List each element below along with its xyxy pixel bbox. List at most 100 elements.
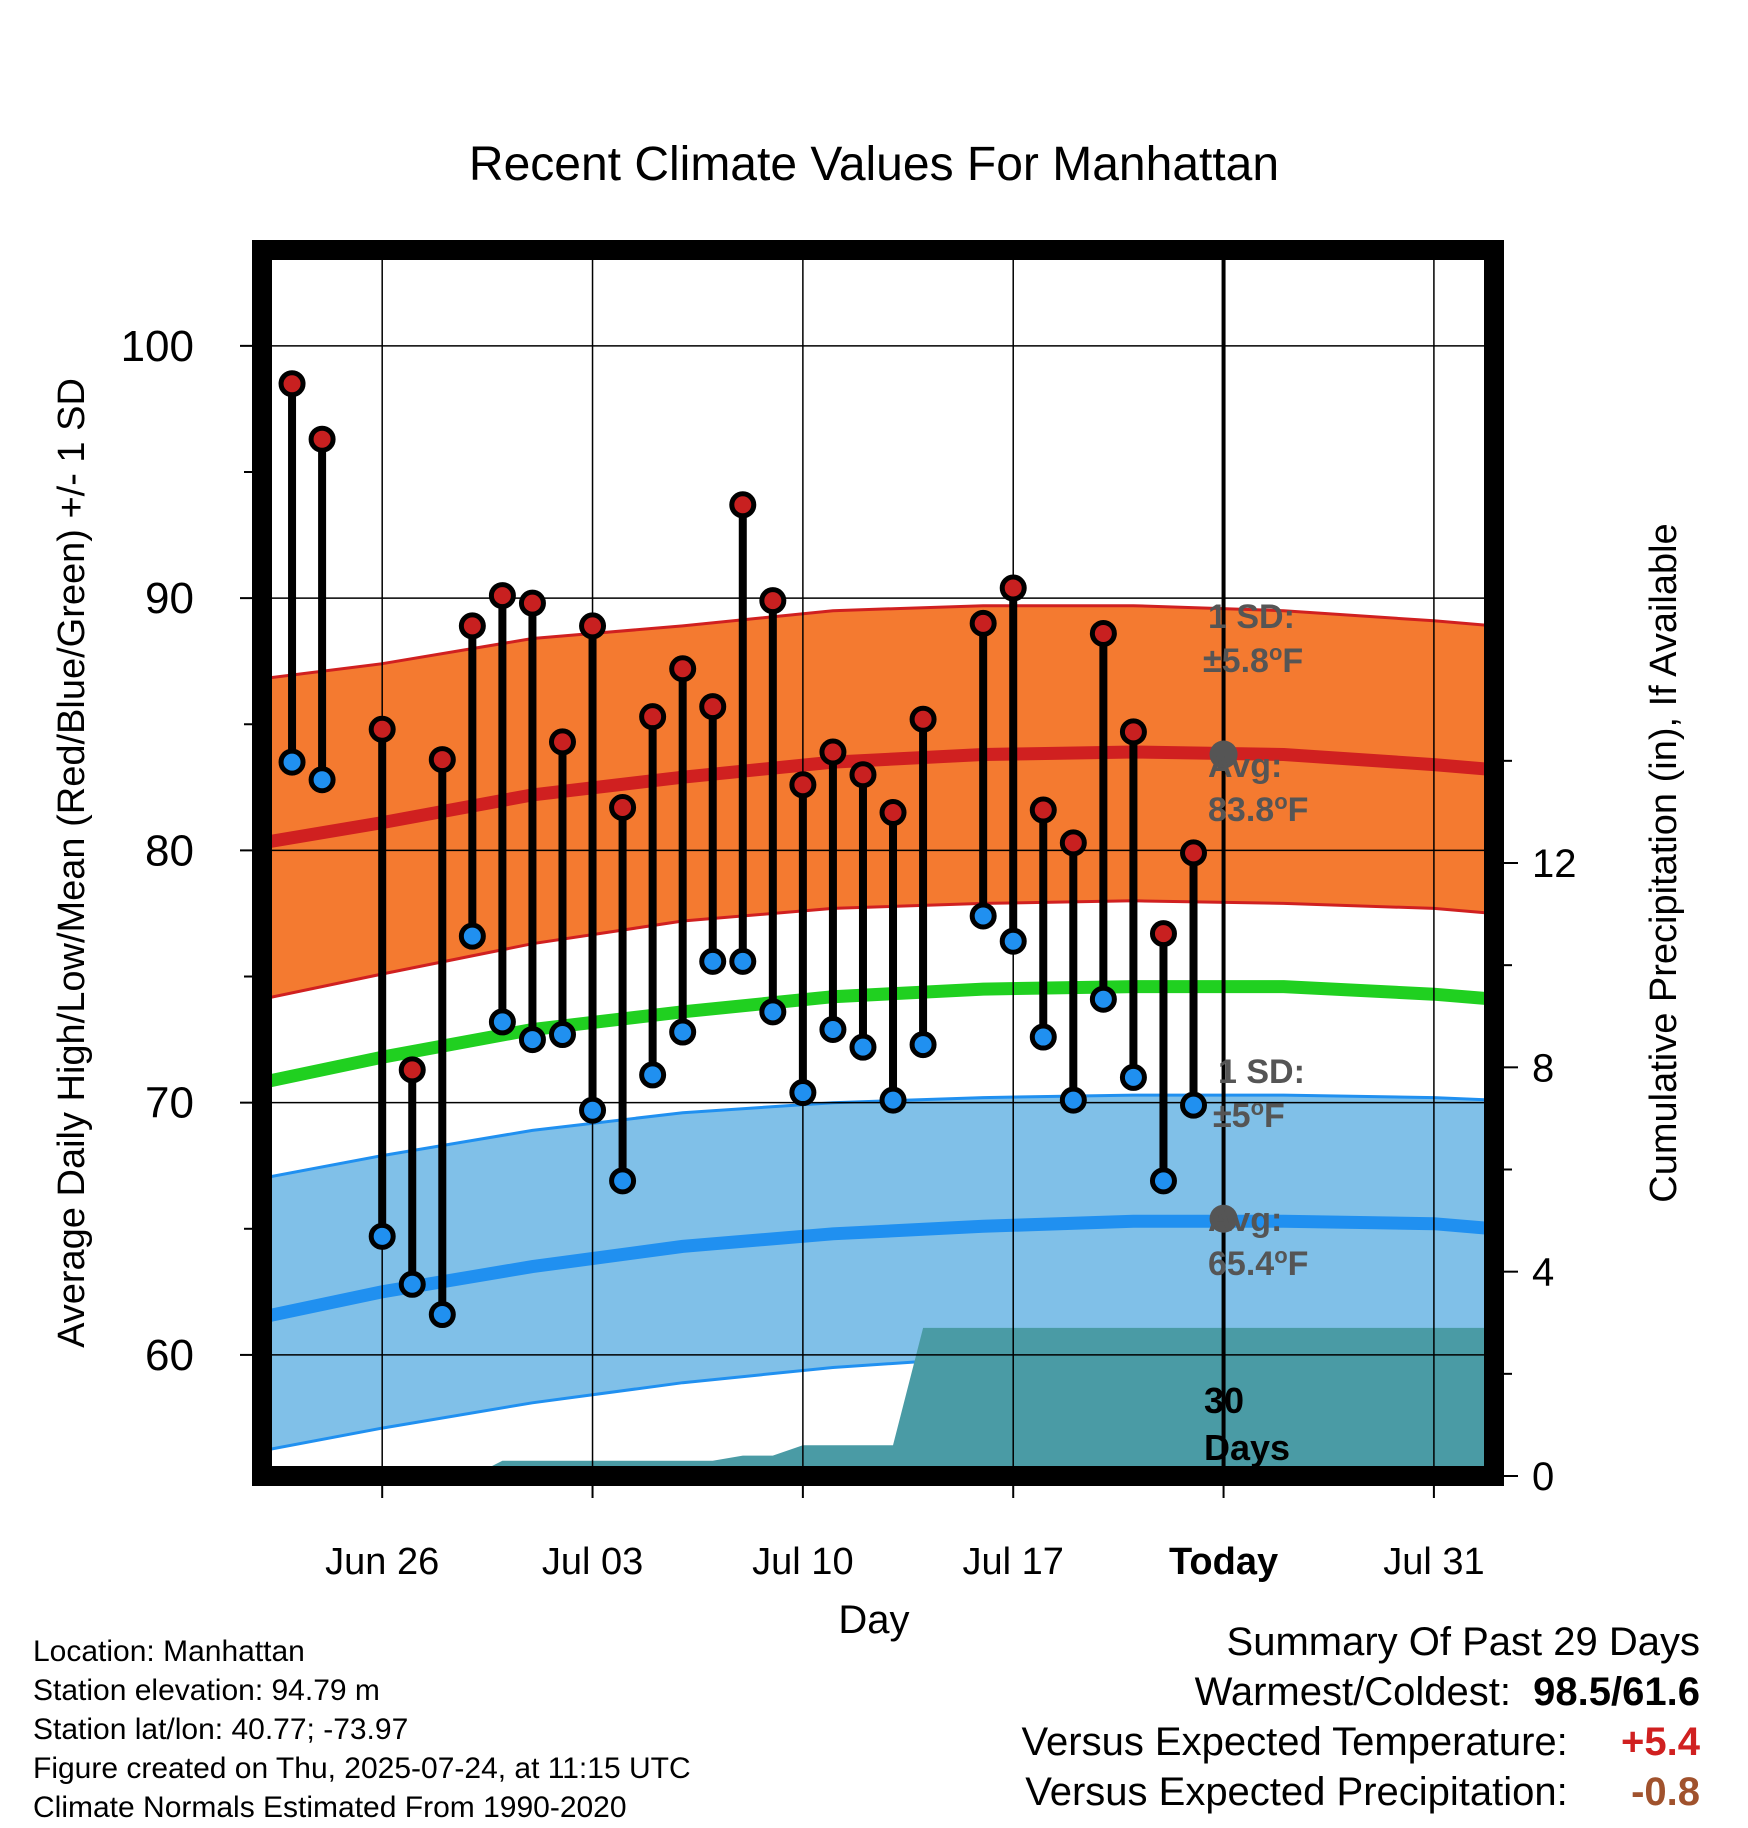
x-tick-label: Jul 03 xyxy=(542,1541,643,1583)
summary-panel: Summary Of Past 29 Days Warmest/Coldest:… xyxy=(1022,1617,1700,1817)
high-sd-lower-line xyxy=(262,899,1494,1001)
daily-low-point xyxy=(879,1086,907,1114)
daily-high-point xyxy=(699,693,727,721)
precipitation-area xyxy=(262,1327,1494,1476)
y-tick-label: 90 xyxy=(145,574,194,623)
low-sd-upper-line xyxy=(262,1093,1494,1180)
daily-low-point xyxy=(398,1270,426,1298)
high-sd-band xyxy=(262,605,1494,1000)
x-tick-label: Jun 26 xyxy=(325,1541,439,1583)
y2-tick-label: 0 xyxy=(1532,1455,1554,1499)
daily-high-point xyxy=(999,574,1027,602)
daily-high-point xyxy=(579,612,607,640)
y-axis-label: Average Daily High/Low/Mean (Red/Blue/Gr… xyxy=(51,378,93,1348)
daily-high-point xyxy=(1059,829,1087,857)
daily-low-point xyxy=(1029,1023,1057,1051)
x-tick-label: Jul 17 xyxy=(963,1541,1064,1583)
high-sd-label: 1 SD: xyxy=(1208,598,1295,636)
high-avg-marker xyxy=(1209,740,1238,769)
y2-tick-label: 12 xyxy=(1532,842,1577,886)
daily-low-point xyxy=(999,927,1027,955)
precip-label: Versus Expected Precipitation: xyxy=(1025,1770,1568,1814)
elevation-text: Station elevation: 94.79 m xyxy=(33,1674,380,1707)
daily-low-point xyxy=(609,1167,637,1195)
summary-temperature: Versus Expected Temperature: +5.4 xyxy=(1022,1717,1700,1767)
temp-value: +5.4 xyxy=(1621,1720,1700,1764)
y-tick-label: 80 xyxy=(145,826,194,875)
daily-high-point xyxy=(278,370,306,398)
daily-high-point xyxy=(879,799,907,827)
daily-high-point xyxy=(1089,619,1117,647)
summary-precipitation: Versus Expected Precipitation: -0.8 xyxy=(1022,1767,1700,1817)
daily-high-point xyxy=(518,589,546,617)
created-text: Figure created on Thu, 2025-07-24, at 11… xyxy=(33,1752,691,1785)
daily-low-point xyxy=(428,1301,456,1329)
daily-high-point xyxy=(488,582,516,610)
daily-low-point xyxy=(759,998,787,1026)
x-tick-label: Jul 31 xyxy=(1383,1541,1484,1583)
y-tick-label: 70 xyxy=(145,1079,194,1128)
daily-high-point xyxy=(609,794,637,822)
daily-high-point xyxy=(759,587,787,615)
low-sd-label: 1 SD: xyxy=(1218,1053,1305,1091)
daily-high-point xyxy=(398,1056,426,1084)
normals-text: Climate Normals Estimated From 1990-2020 xyxy=(33,1791,627,1824)
daily-low-point xyxy=(278,748,306,776)
plot-frame xyxy=(252,240,1504,1486)
daily-high-point xyxy=(368,715,396,743)
daily-low-point xyxy=(518,1026,546,1054)
daily-low-point xyxy=(639,1061,667,1089)
daily-low-point xyxy=(969,902,997,930)
daily-low-point xyxy=(819,1015,847,1043)
daily-low-point xyxy=(458,922,486,950)
daily-low-point xyxy=(789,1079,817,1107)
daily-high-point xyxy=(308,425,336,453)
daily-high-point xyxy=(789,771,817,799)
daily-high-point xyxy=(849,761,877,789)
low-avg-value: 65.4oF xyxy=(1208,1243,1308,1283)
daily-low-point xyxy=(849,1033,877,1061)
daily-low-point xyxy=(1059,1086,1087,1114)
daily-low-point xyxy=(579,1096,607,1124)
low-sd-band xyxy=(262,1095,1494,1451)
daily-low-point xyxy=(548,1021,576,1049)
temp-label: Versus Expected Temperature: xyxy=(1021,1720,1568,1764)
summary-warm-cold: Warmest/Coldest: 98.5/61.6 xyxy=(1022,1667,1700,1717)
high-avg-label: Avg: xyxy=(1208,747,1282,785)
daily-high-point xyxy=(458,612,486,640)
window-label-text: Days xyxy=(1204,1427,1290,1468)
y-tick-label: 60 xyxy=(145,1331,194,1380)
daily-high-point xyxy=(819,738,847,766)
chart-title: Recent Climate Values For Manhattan xyxy=(469,138,1279,191)
y2-tick-label: 4 xyxy=(1532,1251,1554,1295)
daily-low-point xyxy=(699,947,727,975)
window-label-number: 30 xyxy=(1204,1380,1244,1421)
y2-axis-label: Cumulative Precipitation (in), If Availa… xyxy=(1643,523,1685,1202)
daily-high-point xyxy=(548,728,576,756)
daily-low-point xyxy=(1089,985,1117,1013)
high-sd-value: ±5.8oF xyxy=(1203,640,1303,680)
low-sd-value: ±5oF xyxy=(1213,1095,1285,1135)
daily-high-point xyxy=(1029,796,1057,824)
daily-low-point xyxy=(488,1008,516,1036)
daily-low-point xyxy=(308,766,336,794)
daily-high-point xyxy=(909,705,937,733)
daily-low-point xyxy=(1119,1063,1147,1091)
latlon-text: Station lat/lon: 40.77; -73.97 xyxy=(33,1713,409,1746)
daily-low-point xyxy=(1149,1167,1177,1195)
normal-high-line xyxy=(262,745,1494,850)
daily-high-point xyxy=(729,491,757,519)
daily-high-point xyxy=(639,703,667,731)
daily-high-point xyxy=(428,746,456,774)
summary-title: Summary Of Past 29 Days xyxy=(1226,1620,1700,1664)
normal-low-line xyxy=(262,1214,1494,1324)
location-text: Location: Manhattan xyxy=(33,1635,305,1668)
daily-high-point xyxy=(1149,920,1177,948)
daily-low-point xyxy=(1180,1091,1208,1119)
x-tick-label: Today xyxy=(1169,1541,1278,1583)
daily-high-point xyxy=(1119,718,1147,746)
precip-value: -0.8 xyxy=(1631,1770,1700,1814)
daily-low-point xyxy=(909,1031,937,1059)
y-tick-label: 100 xyxy=(121,322,194,371)
